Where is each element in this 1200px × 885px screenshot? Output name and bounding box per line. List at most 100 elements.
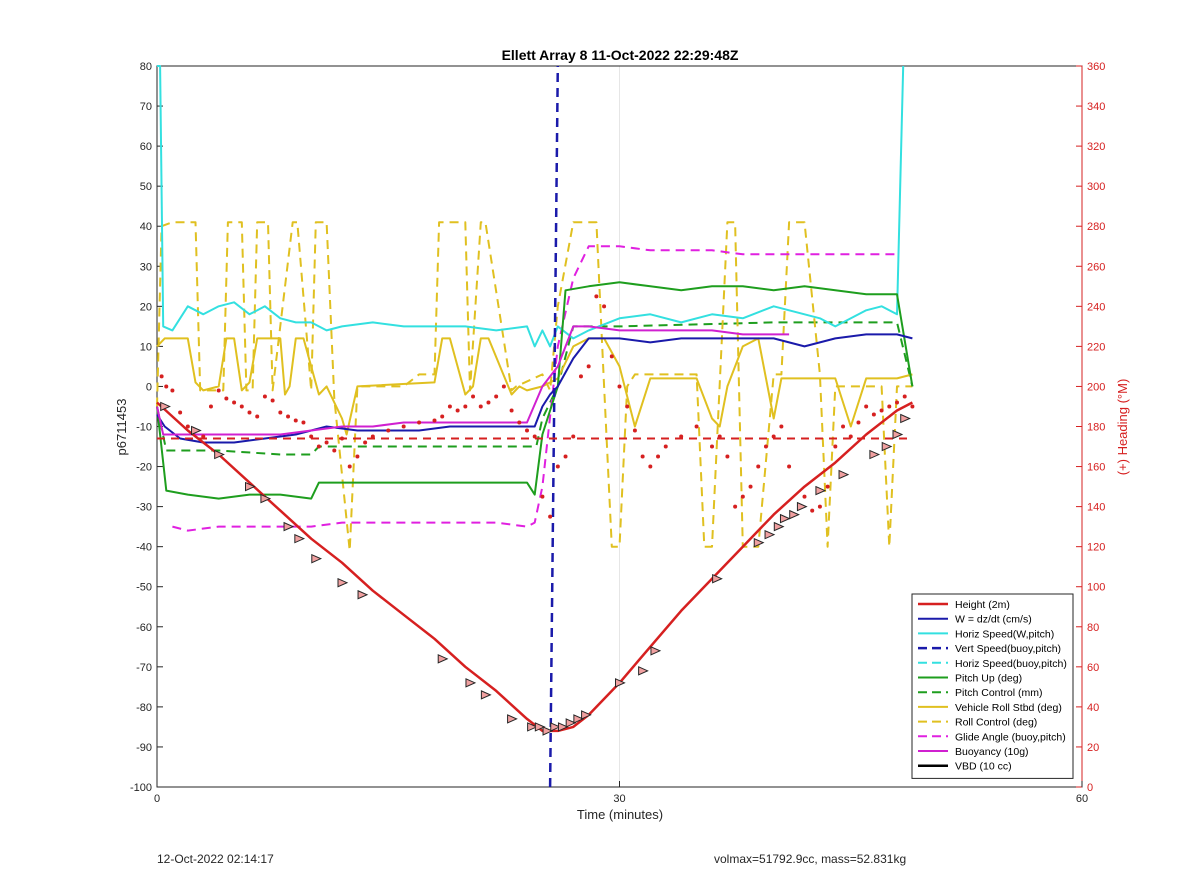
heading-point [771,434,776,439]
legend: Height (2m) W = dz/dt (cm/s) Horiz Speed(W… [911,593,1074,779]
heading-point [247,410,252,415]
heading-point [717,434,722,439]
y2-tick-label: 140 [1087,502,1105,514]
y2-tick-label: 340 [1087,101,1105,113]
heading-point [509,408,514,413]
heading-point [571,434,576,439]
heading-point [262,394,267,399]
heading-point [478,404,483,409]
y-tick-label: 10 [140,341,152,353]
heading-point [710,444,714,449]
legend-label: Horiz Speed(buoy,pitch) [955,658,1067,670]
y2-tick-label: 300 [1087,181,1105,193]
direction-marker [900,413,911,424]
heading-point [309,434,314,439]
y2-tick-label: 240 [1087,301,1105,313]
y2-tick-label: 80 [1087,622,1099,634]
y-tick-label: 50 [140,181,152,193]
heading-point [841,424,846,429]
heading-point [216,388,221,393]
direction-marker [573,714,585,724]
heading-point [563,454,568,459]
heading-point [347,464,352,469]
y2-tick-label: 60 [1087,662,1099,674]
y-tick-label: 60 [140,141,152,153]
y-tick-label: -20 [136,462,152,474]
heading-point [733,504,738,509]
direction-marker [881,441,893,452]
heading-point [270,398,275,403]
heading-point [255,414,260,419]
heading-point [401,424,406,429]
series-line-2: Horiz Speed(W,pitch) [157,65,905,348]
y2-tick-label: 280 [1087,221,1105,233]
y2-tick-label: 200 [1087,381,1105,393]
direction-marker [245,481,256,492]
y2-tick-label: 120 [1087,542,1105,554]
y-tick-label: 30 [140,261,152,273]
heading-point [293,418,298,423]
heading-point [239,404,244,409]
heading-point [887,404,892,409]
direction-marker [357,589,369,600]
heading-point [278,410,283,415]
heading-point [902,394,907,399]
y-tick-label: -60 [136,622,152,634]
direction-marker [773,521,785,532]
heading-point [447,404,452,409]
heading-point [602,304,607,309]
footer-timestamp: 12-Oct-2022 02:14:17 [157,852,274,866]
heading-point [879,408,884,413]
series-line-5: Pitch Up (deg) [156,281,914,500]
y-tick-label: -90 [136,742,152,754]
legend-box [911,593,1074,779]
direction-marker [283,521,295,532]
heading-points [157,294,915,519]
heading-point [185,424,190,429]
y-tick-label: -100 [130,782,152,794]
legend-label: Horiz Speed(W,pitch) [955,628,1054,640]
direction-marker [160,401,171,412]
legend-label: Glide Angle (buoy,pitch) [955,731,1066,743]
y2-tick-label: 320 [1087,141,1105,153]
y2-tick-label: 160 [1087,462,1105,474]
heading-point [286,414,291,419]
y2-tick-label: 360 [1087,61,1105,73]
series-line-0: Height (2m) [156,401,913,733]
direction-marker [437,654,449,664]
heading-point [316,444,321,449]
y-tick-label: 40 [140,221,152,233]
heading-point [471,394,476,399]
direction-marker [712,573,723,584]
direction-marker [480,690,492,700]
direction-marker [615,678,626,688]
legend-label: Buoyancy (10g) [955,746,1029,758]
heading-point [817,504,822,509]
direction-marker [214,449,225,460]
heading-point [833,444,838,449]
heading-point [332,448,337,453]
heading-point [740,494,745,499]
heading-point [555,464,560,469]
direction-marker [796,501,808,512]
y-tick-label: -80 [136,702,152,714]
heading-point [864,404,869,409]
direction-marker [753,537,765,548]
heading-point [617,384,622,389]
heading-point [386,428,391,433]
y-tick-label: -70 [136,662,152,674]
heading-point [440,414,445,419]
heading-point [525,428,529,433]
y2-tick-label: 40 [1087,702,1099,714]
y-tick-label: -30 [136,502,152,514]
series-line-9: Glide Angle (buoy,pitch) [172,245,897,532]
heading-point [486,400,491,405]
direction-marker [789,509,800,520]
y-tick-label: 70 [140,101,152,113]
series-line-8: Roll Control (deg) [156,221,913,552]
y2-tick-label: 20 [1087,742,1099,754]
heading-point [910,404,915,409]
x-axis-label: Time (minutes) [577,807,663,822]
direction-marker [565,718,577,728]
